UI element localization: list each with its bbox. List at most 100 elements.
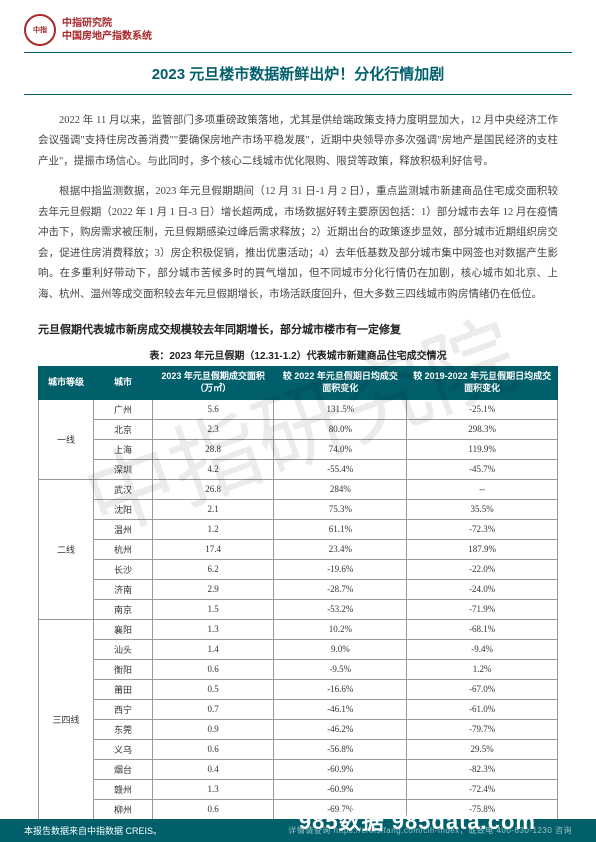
area-cell: 5.6 bbox=[153, 399, 274, 419]
th-city: 城市 bbox=[94, 367, 153, 399]
table-row: 汕头1.49.0%-9.4% bbox=[39, 639, 558, 659]
area-cell: 26.8 bbox=[153, 479, 274, 499]
city-cell: 上海 bbox=[94, 439, 153, 459]
area-cell: 1.3 bbox=[153, 619, 274, 639]
city-cell: 西宁 bbox=[94, 699, 153, 719]
vs1922-cell: 119.9% bbox=[407, 439, 558, 459]
vs1922-cell: -24.0% bbox=[407, 579, 558, 599]
area-cell: 1.3 bbox=[153, 779, 274, 799]
city-cell: 汕头 bbox=[94, 639, 153, 659]
city-cell: 衡阳 bbox=[94, 659, 153, 679]
vs2022-cell: -60.9% bbox=[274, 759, 407, 779]
area-cell: 0.6 bbox=[153, 739, 274, 759]
vs1922-cell: 1.2% bbox=[407, 659, 558, 679]
th-area: 2023 年元旦假期成交面积（万㎡） bbox=[153, 367, 274, 399]
vs2022-cell: -19.6% bbox=[274, 559, 407, 579]
vs1922-cell: -71.9% bbox=[407, 599, 558, 619]
vs2022-cell: 9.0% bbox=[274, 639, 407, 659]
table-row: 上海28.874.0%119.9% bbox=[39, 439, 558, 459]
table-row: 沈阳2.175.3%35.5% bbox=[39, 499, 558, 519]
area-cell: 2.9 bbox=[153, 579, 274, 599]
table-row: 二线武汉26.8284%-- bbox=[39, 479, 558, 499]
vs1922-cell: -68.1% bbox=[407, 619, 558, 639]
section-subtitle: 元旦假期代表城市新房成交规模较去年同期增长，部分城市楼市有一定修复 bbox=[0, 315, 596, 341]
vs2022-cell: -28.7% bbox=[274, 579, 407, 599]
vs1922-cell: -45.7% bbox=[407, 459, 558, 479]
vs2022-cell: 23.4% bbox=[274, 539, 407, 559]
th-tier: 城市等级 bbox=[39, 367, 94, 399]
vs2022-cell: 284% bbox=[274, 479, 407, 499]
table-row: 温州1.261.1%-72.3% bbox=[39, 519, 558, 539]
footer-source: 本报告数据来自中指数据 CREIS。 bbox=[24, 824, 162, 837]
vs2022-cell: -56.8% bbox=[274, 739, 407, 759]
th-vs2022: 较 2022 年元旦假期日均成交面积变化 bbox=[274, 367, 407, 399]
area-cell: 6.2 bbox=[153, 559, 274, 579]
vs1922-cell: -61.0% bbox=[407, 699, 558, 719]
logo-icon: 中指 bbox=[24, 14, 56, 46]
area-cell: 1.5 bbox=[153, 599, 274, 619]
body-text: 2022 年 11 月以来，监管部门多项重磅政策落地，尤其是供给端政策支持力度明… bbox=[0, 111, 596, 305]
city-cell: 沈阳 bbox=[94, 499, 153, 519]
city-cell: 杭州 bbox=[94, 539, 153, 559]
area-cell: 0.5 bbox=[153, 679, 274, 699]
table-row: 北京2.380.0%298.3% bbox=[39, 419, 558, 439]
table-row: 南京1.5-53.2%-71.9% bbox=[39, 599, 558, 619]
vs1922-cell: 35.5% bbox=[407, 499, 558, 519]
table-row: 济南2.9-28.7%-24.0% bbox=[39, 579, 558, 599]
table-row: 三四线襄阳1.310.2%-68.1% bbox=[39, 619, 558, 639]
tier-cell: 一线 bbox=[39, 399, 94, 479]
vs2022-cell: -16.6% bbox=[274, 679, 407, 699]
footer-brand: 985数据 985data.com bbox=[299, 804, 536, 836]
city-cell: 赣州 bbox=[94, 779, 153, 799]
city-cell: 温州 bbox=[94, 519, 153, 539]
area-cell: 28.8 bbox=[153, 439, 274, 459]
city-cell: 长沙 bbox=[94, 559, 153, 579]
city-cell: 广州 bbox=[94, 399, 153, 419]
table-row: 莆田0.5-16.6%-67.0% bbox=[39, 679, 558, 699]
page-title: 2023 元旦楼市数据新鲜出炉！分化行情加剧 bbox=[152, 66, 445, 83]
table-caption: 表：2023 年元旦假期（12.31-1.2）代表城市新建商品住宅成交情况 bbox=[0, 341, 596, 366]
vs2022-cell: 131.5% bbox=[274, 399, 407, 419]
vs1922-cell: 187.9% bbox=[407, 539, 558, 559]
transaction-table: 城市等级 城市 2023 年元旦假期成交面积（万㎡） 较 2022 年元旦假期日… bbox=[38, 366, 558, 819]
vs2022-cell: -60.9% bbox=[274, 779, 407, 799]
vs1922-cell: -67.0% bbox=[407, 679, 558, 699]
city-cell: 济南 bbox=[94, 579, 153, 599]
org-name: 中指研究院 中国房地产指数系统 bbox=[62, 17, 152, 43]
city-cell: 深圳 bbox=[94, 459, 153, 479]
vs2022-cell: 75.3% bbox=[274, 499, 407, 519]
page-header: 中指 中指研究院 中国房地产指数系统 bbox=[0, 0, 596, 52]
area-cell: 0.6 bbox=[153, 659, 274, 679]
city-cell: 莆田 bbox=[94, 679, 153, 699]
area-cell: 0.7 bbox=[153, 699, 274, 719]
vs1922-cell: -79.7% bbox=[407, 719, 558, 739]
table-row: 深圳4.2-55.4%-45.7% bbox=[39, 459, 558, 479]
paragraph-1: 2022 年 11 月以来，监管部门多项重磅政策落地，尤其是供给端政策支持力度明… bbox=[38, 111, 558, 172]
area-cell: 2.1 bbox=[153, 499, 274, 519]
vs2022-cell: -46.2% bbox=[274, 719, 407, 739]
tier-cell: 二线 bbox=[39, 479, 94, 619]
city-cell: 襄阳 bbox=[94, 619, 153, 639]
table-row: 西宁0.7-46.1%-61.0% bbox=[39, 699, 558, 719]
tier-cell: 三四线 bbox=[39, 619, 94, 819]
vs1922-cell: -72.3% bbox=[407, 519, 558, 539]
city-cell: 东莞 bbox=[94, 719, 153, 739]
table-row: 长沙6.2-19.6%-22.0% bbox=[39, 559, 558, 579]
vs1922-cell: -- bbox=[407, 479, 558, 499]
area-cell: 4.2 bbox=[153, 459, 274, 479]
org-line2: 中国房地产指数系统 bbox=[62, 30, 152, 43]
city-cell: 烟台 bbox=[94, 759, 153, 779]
area-cell: 1.2 bbox=[153, 519, 274, 539]
city-cell: 义乌 bbox=[94, 739, 153, 759]
area-cell: 2.3 bbox=[153, 419, 274, 439]
vs1922-cell: 29.5% bbox=[407, 739, 558, 759]
city-cell: 南京 bbox=[94, 599, 153, 619]
vs2022-cell: 61.1% bbox=[274, 519, 407, 539]
table-row: 衡阳0.6-9.5%1.2% bbox=[39, 659, 558, 679]
vs2022-cell: -46.1% bbox=[274, 699, 407, 719]
table-head: 城市等级 城市 2023 年元旦假期成交面积（万㎡） 较 2022 年元旦假期日… bbox=[39, 367, 558, 399]
vs2022-cell: 74.0% bbox=[274, 439, 407, 459]
table-row: 义乌0.6-56.8%29.5% bbox=[39, 739, 558, 759]
city-cell: 柳州 bbox=[94, 799, 153, 819]
paragraph-2: 根据中指监测数据，2023 年元旦假期期间（12 月 31 日-1 月 2 日）… bbox=[38, 182, 558, 305]
